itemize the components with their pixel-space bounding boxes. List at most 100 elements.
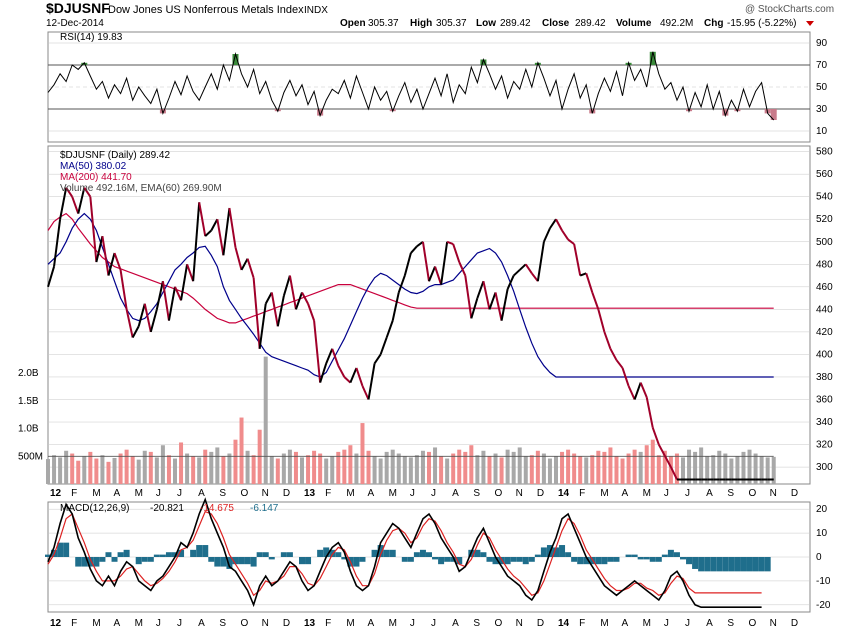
volume-bar (693, 451, 698, 484)
x-tick-label: N (516, 488, 523, 499)
macd-histogram-bar (401, 557, 408, 562)
macd-histogram-bar (256, 552, 263, 557)
volume-bar (342, 449, 347, 484)
volume-bar (572, 453, 577, 484)
macd-histogram-bar (99, 557, 106, 562)
price-segment (258, 303, 267, 349)
price-segment (77, 187, 86, 214)
x-tick-label: M (389, 618, 397, 629)
x-tick-label: O (749, 618, 757, 629)
volume-bar (118, 453, 123, 484)
volume-tick-label: 1.5B (18, 396, 39, 407)
volume-bar (100, 455, 105, 484)
x-tick-label: O (495, 488, 503, 499)
x-tick-label: F (71, 618, 77, 629)
macd-histogram-bar (516, 557, 523, 562)
macd-histogram-bar (450, 557, 457, 562)
price-segment (252, 277, 261, 349)
macd-histogram-bar (196, 545, 203, 557)
hist-legend-value: -6.147 (250, 503, 279, 514)
volume-bar (475, 455, 480, 484)
price-segment (143, 303, 152, 333)
macd-line (47, 497, 762, 609)
price-segment (633, 382, 642, 400)
rsi-legend: RSI(14) 19.83 (60, 32, 123, 43)
volume-bar (82, 456, 87, 484)
volume-bar (457, 449, 462, 484)
volume-tick-label: 500M (18, 451, 43, 462)
x-tick-label: 13 (304, 488, 316, 499)
x-tick-label: N (770, 618, 777, 629)
price-segment (482, 280, 491, 310)
x-tick-label: M (389, 488, 397, 499)
volume-bar (505, 449, 510, 484)
volume-bar (396, 453, 401, 484)
volume-bar (166, 455, 171, 484)
volume-bar (529, 455, 534, 484)
x-tick-label: S (473, 488, 480, 499)
price-segment (555, 218, 563, 231)
x-tick-label: D (537, 618, 544, 629)
macd-histogram-bar (637, 557, 644, 560)
volume-tick-label: 2.0B (18, 368, 39, 379)
symbol-title: $DJUSNF (46, 0, 110, 16)
volume-bar (360, 423, 365, 484)
low-value: 289.42 (500, 18, 531, 29)
price-segment (228, 207, 237, 248)
macd-histogram-bar (178, 549, 185, 557)
macd-histogram-bar (649, 557, 656, 562)
volume-bar (106, 461, 111, 484)
price-segment (319, 363, 328, 383)
x-tick-label: F (325, 618, 331, 629)
x-tick-label: J (156, 488, 161, 499)
price-segment (373, 353, 382, 365)
price-tick-label: 320 (816, 440, 833, 451)
macd-histogram-bar (419, 549, 426, 557)
price-segment (246, 258, 255, 279)
volume-bar (330, 456, 335, 484)
price-segment (65, 187, 74, 198)
price-tick-label: 440 (816, 304, 833, 315)
price-segment (531, 272, 539, 282)
macd-tick-label: 20 (816, 504, 828, 515)
volume-bar (251, 455, 256, 484)
price-segment (307, 303, 316, 321)
volume-bar (487, 456, 492, 484)
volume-bar (76, 460, 81, 484)
macd-histogram-bar (208, 557, 215, 562)
macd-histogram-bar (413, 552, 420, 557)
close-label: Close (542, 18, 570, 29)
macd-histogram-bar (81, 557, 88, 567)
volume-bar (541, 453, 546, 484)
volume-bar (179, 442, 184, 484)
macd-histogram-bar (93, 557, 100, 567)
volume-bar (578, 456, 583, 484)
volume-bar (233, 439, 238, 484)
chg-value: -15.95 (-5.22%) (727, 18, 796, 29)
x-tick-label: O (241, 618, 249, 629)
price-segment (343, 376, 352, 384)
macd-histogram-bar (522, 557, 529, 565)
ma50-legend: MA(50) 380.02 (60, 161, 127, 172)
price-segment (174, 286, 182, 301)
x-tick-label: A (622, 488, 629, 499)
volume-bar (747, 449, 752, 484)
volume-bar (209, 451, 214, 484)
volume-bar (306, 455, 311, 484)
macd-histogram-bar (165, 552, 172, 557)
x-tick-label: A (198, 618, 205, 629)
rsi-overbought-fill (649, 51, 656, 65)
macd-histogram-bar (655, 557, 662, 562)
price-segment (282, 275, 291, 297)
price-segment (101, 235, 110, 276)
macd-histogram-bar (534, 554, 541, 557)
exchange-label: INDX (304, 5, 328, 16)
price-segment (627, 385, 636, 400)
macd-histogram-bar (250, 557, 257, 567)
volume-bar (493, 453, 498, 484)
volume-bar (427, 451, 431, 484)
volume-bar (420, 450, 425, 484)
price-segment (301, 291, 309, 305)
price-tick-label: 480 (816, 259, 833, 270)
rsi-tick-label: 90 (816, 38, 828, 49)
